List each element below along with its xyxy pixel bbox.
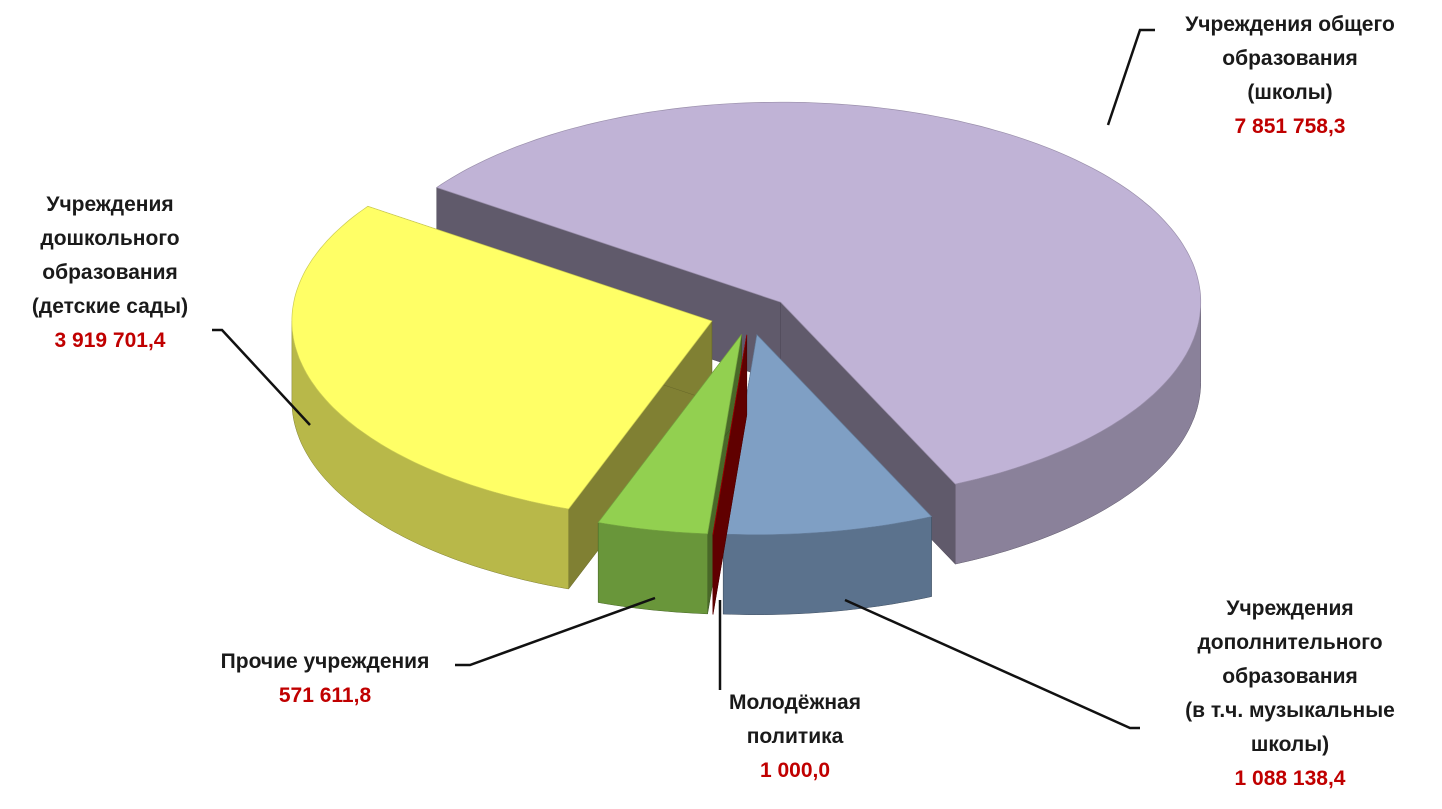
category-label: Учреждения дошкольного образования (детс…: [31, 193, 189, 318]
category-label: Учреждения дополнительного образования (…: [1185, 597, 1395, 756]
value-label: 3 919 701,4: [54, 329, 166, 352]
data-label: Молодёжная политика 1 000,0: [630, 686, 960, 788]
slice-side: [597, 522, 708, 615]
slice: [712, 334, 748, 615]
slice: [722, 333, 933, 615]
value-label: 1 000,0: [759, 759, 831, 782]
category-label: Учреждения общего образования (школы): [1185, 13, 1395, 104]
leader-line: [212, 328, 311, 426]
data-label: Прочие учреждения 571 611,8: [160, 645, 490, 713]
slice-top: [291, 205, 713, 510]
leader-line: [1106, 28, 1155, 126]
data-label: Учреждения дополнительного образования (…: [1125, 592, 1442, 796]
leader-line: [455, 596, 656, 667]
slice-top: [712, 334, 748, 535]
category-label: Молодёжная политика: [729, 691, 861, 748]
leader-line: [844, 598, 1140, 730]
slice-top: [597, 334, 742, 535]
value-label: 7 851 758,3: [1234, 115, 1346, 138]
slice-top: [435, 101, 1202, 485]
value-label: 1 088 138,4: [1234, 767, 1346, 790]
data-label: Учреждения общего образования (школы) 7 8…: [1125, 8, 1442, 144]
slice-top: [722, 333, 933, 536]
data-label: Учреждения дошкольного образования (детс…: [0, 188, 275, 358]
category-label: Прочие учреждения: [220, 650, 430, 673]
value-label: 571 611,8: [278, 684, 372, 707]
